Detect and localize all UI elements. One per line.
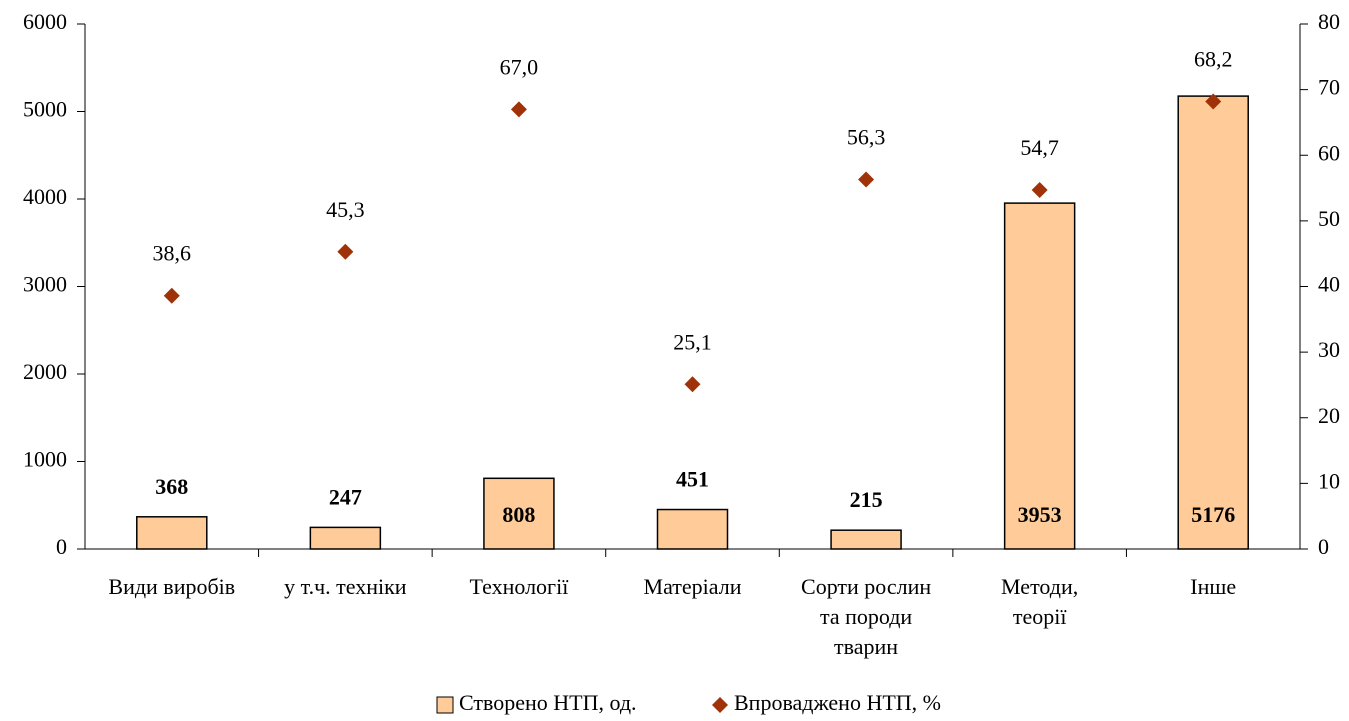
bar-value-label: 5176	[1191, 502, 1235, 527]
point-value-label: 68,2	[1194, 46, 1233, 71]
x-tick-label: Технології	[470, 574, 570, 599]
y2-tick-label: 30	[1318, 337, 1340, 362]
point	[684, 376, 701, 393]
point	[858, 171, 875, 188]
legend-label: Впроваджено НТП, %	[734, 690, 941, 715]
x-tick-label: Методи, теорії	[1001, 574, 1078, 629]
bar	[309, 526, 382, 550]
point	[510, 101, 527, 118]
point	[1031, 182, 1048, 199]
bar	[483, 477, 555, 550]
y2-tick-label: 10	[1318, 468, 1340, 493]
point	[337, 243, 354, 260]
y-tick-label: 5000	[23, 97, 67, 122]
y2-tick-label: 40	[1318, 272, 1340, 297]
y2-tick-label: 0	[1318, 534, 1329, 559]
bar-value-label: 451	[676, 467, 709, 492]
legend-swatch	[712, 697, 728, 713]
y2-tick-label: 50	[1318, 206, 1340, 231]
point-value-label: 56,3	[847, 125, 886, 150]
point-value-label: 38,6	[153, 241, 192, 266]
bar-value-label: 3953	[1018, 502, 1062, 527]
y-tick-label: 4000	[23, 184, 67, 209]
x-tick-label: Інше	[1190, 574, 1236, 599]
x-tick-label: Види виробів	[108, 574, 235, 599]
y2-tick-label: 60	[1318, 140, 1340, 165]
bar	[830, 529, 902, 550]
bar	[1177, 95, 1249, 550]
y2-tick-label: 70	[1318, 75, 1340, 100]
bar	[1003, 202, 1076, 550]
y-tick-label: 1000	[23, 447, 67, 472]
x-tick-label: Сорти рослин та породи тварин	[801, 574, 931, 659]
point	[1205, 93, 1222, 110]
point-value-label: 54,7	[1020, 135, 1059, 160]
y-tick-label: 3000	[23, 272, 67, 297]
bar-value-label: 215	[850, 487, 883, 512]
point-value-label: 45,3	[326, 197, 365, 222]
bar	[656, 508, 729, 550]
point-value-label: 25,1	[673, 329, 712, 354]
x-tick-label: у т.ч. техніки	[284, 574, 407, 599]
y-tick-label: 6000	[23, 9, 67, 34]
y-tick-label: 2000	[23, 359, 67, 384]
point-value-label: 67,0	[500, 54, 539, 79]
legend-label: Створено НТП, од.	[459, 690, 637, 715]
y2-tick-label: 80	[1318, 9, 1340, 34]
y-tick-label: 0	[56, 534, 67, 559]
legend-swatch	[436, 696, 454, 714]
point	[163, 287, 180, 304]
bar	[136, 516, 208, 550]
bar-value-label: 247	[329, 484, 362, 509]
x-tick-label: Матеріали	[644, 574, 742, 599]
bar-value-label: 368	[155, 474, 188, 499]
bar-value-label: 808	[502, 502, 535, 527]
y2-tick-label: 20	[1318, 403, 1340, 428]
